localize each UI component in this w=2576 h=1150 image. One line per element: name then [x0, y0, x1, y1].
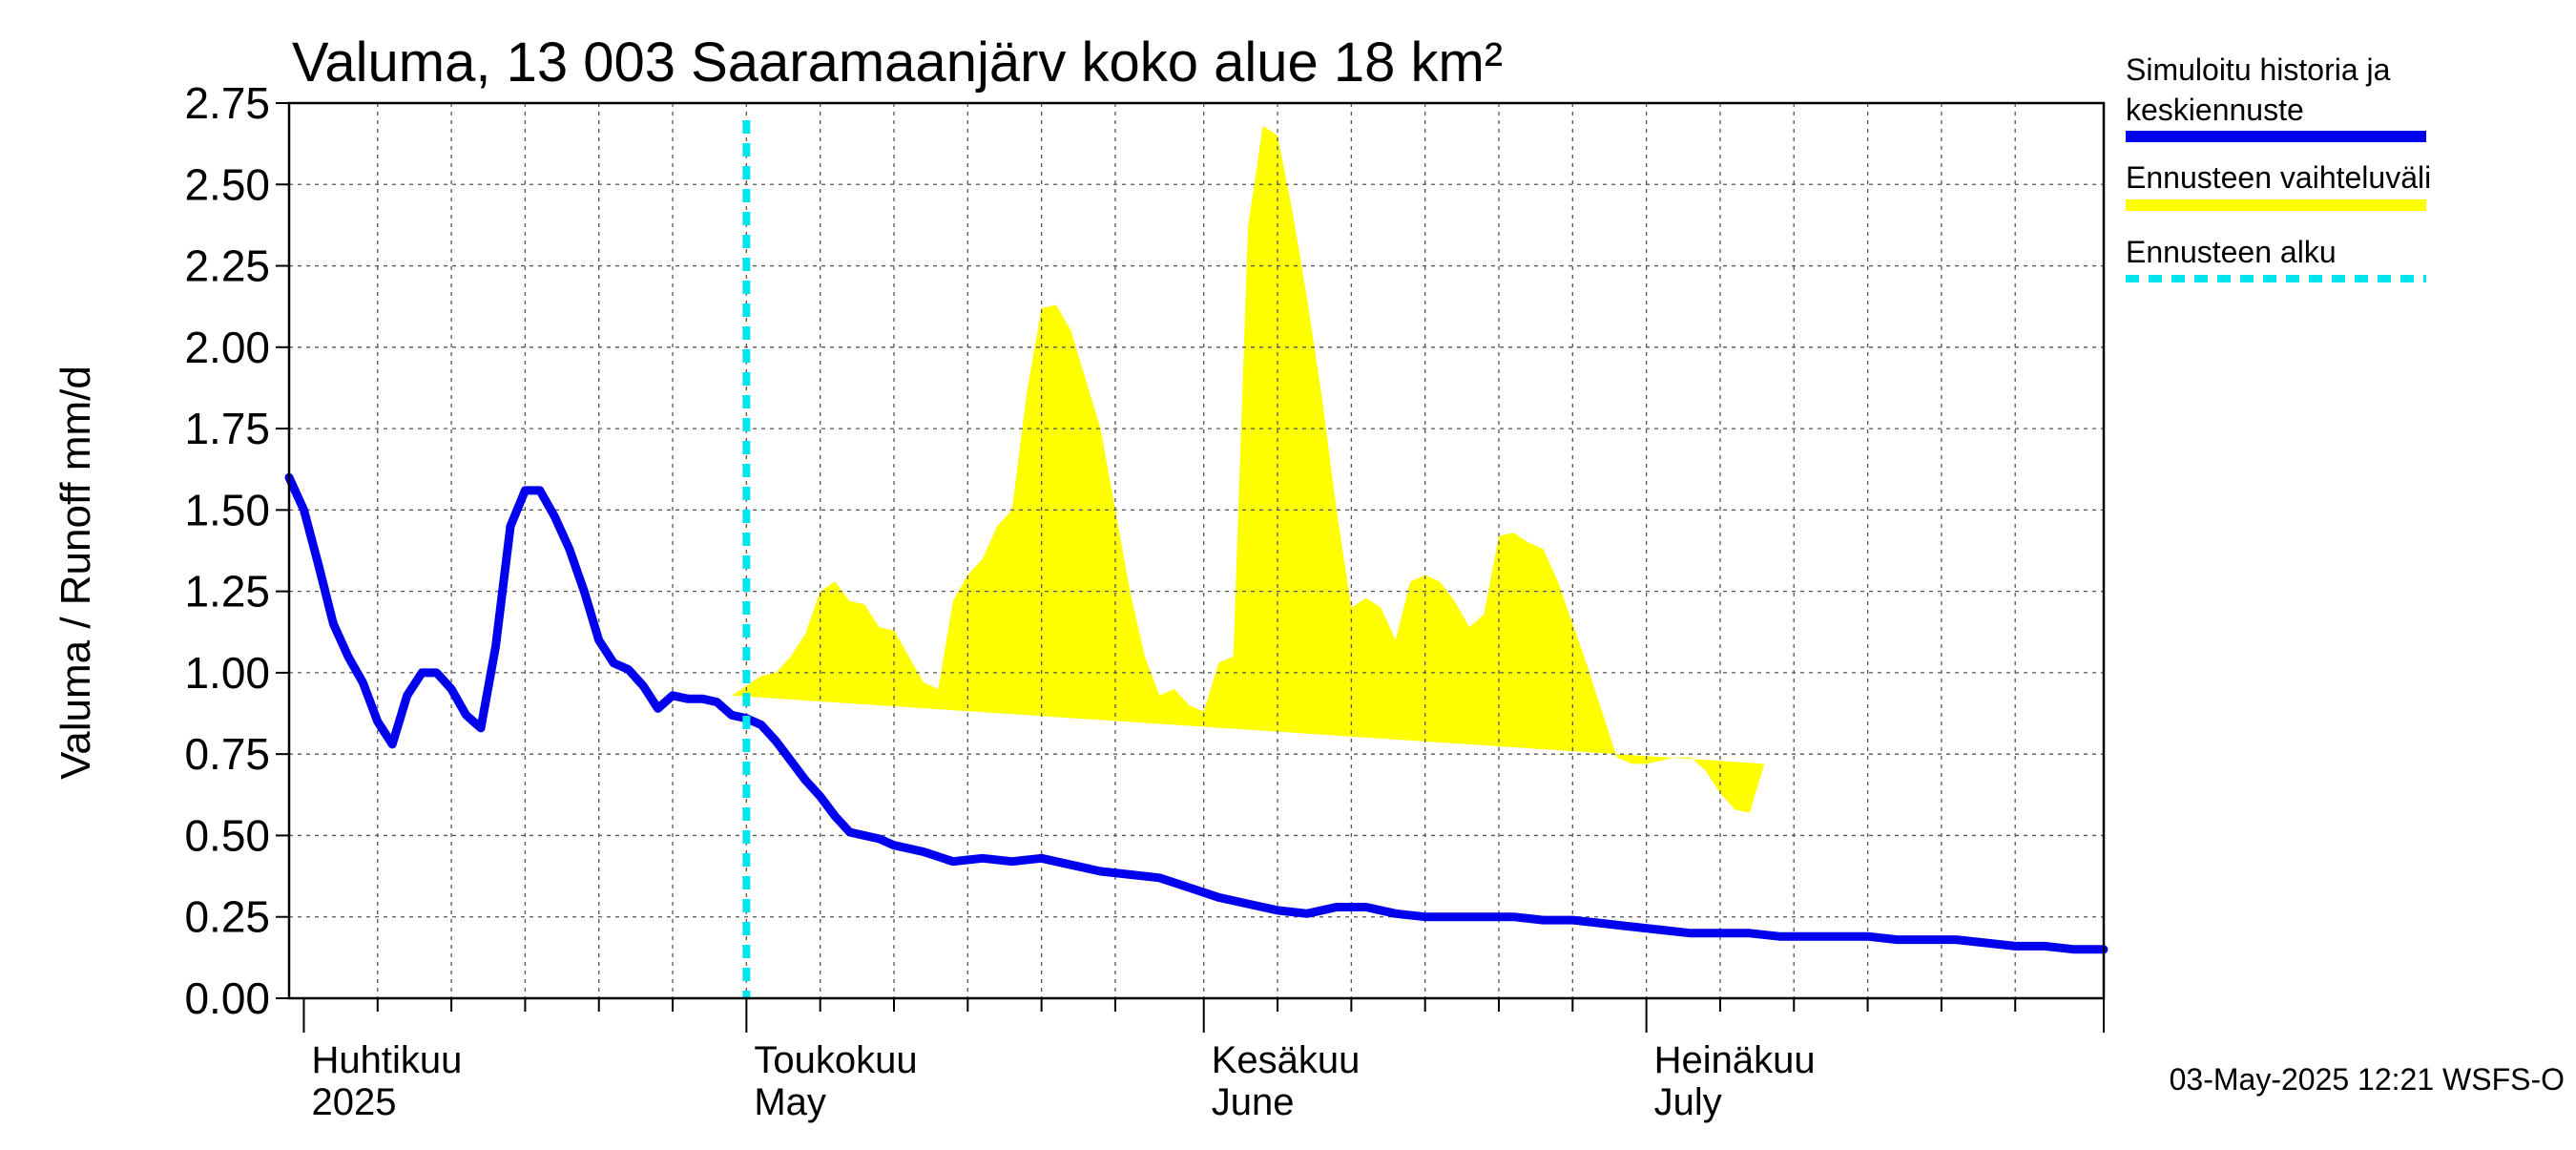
simulated-mean-line	[284, 472, 2109, 954]
y-tick-label: 0.50	[184, 810, 270, 860]
legend-label-secondary: keskiennuste	[2126, 93, 2304, 127]
y-tick-label: 0.00	[184, 973, 270, 1023]
month-label: Toukokuu	[754, 1039, 917, 1081]
month-label: Huhtikuu	[311, 1039, 462, 1081]
chart-title: Valuma, 13 003 Saaramaanjärv koko alue 1…	[292, 31, 1503, 94]
y-tick-label: 2.00	[184, 323, 270, 372]
plot-frame	[287, 101, 2106, 1000]
y-tick-label: 2.25	[184, 241, 270, 291]
y-tick-label: 1.50	[184, 485, 270, 534]
y-axis-label: Valuma / Runoff mm/d	[52, 366, 99, 780]
month-label: Kesäkuu	[1212, 1039, 1361, 1081]
legend-label: Simuloitu historia ja	[2126, 52, 2391, 87]
forecast-range-band	[731, 125, 1765, 813]
y-tick-label: 1.75	[184, 404, 270, 453]
legend-label: Ennusteen alku	[2126, 235, 2337, 269]
month-label-secondary: May	[754, 1081, 826, 1123]
y-tick-label: 2.75	[184, 78, 270, 128]
timestamp-footer: 03-May-2025 12:21 WSFS-O	[2170, 1062, 2565, 1097]
legend-label: Ennusteen vaihteluväli	[2126, 160, 2431, 195]
month-label-secondary: July	[1654, 1081, 1722, 1123]
y-tick-label: 1.00	[184, 648, 270, 698]
y-tick-label: 2.50	[184, 159, 270, 209]
y-tick-label: 0.25	[184, 892, 270, 942]
y-tick-label: 0.75	[184, 729, 270, 779]
month-label-secondary: June	[1212, 1081, 1295, 1123]
month-label: Heinäkuu	[1654, 1039, 1816, 1081]
month-label-secondary: 2025	[311, 1081, 396, 1123]
y-tick-label: 1.25	[184, 567, 270, 617]
